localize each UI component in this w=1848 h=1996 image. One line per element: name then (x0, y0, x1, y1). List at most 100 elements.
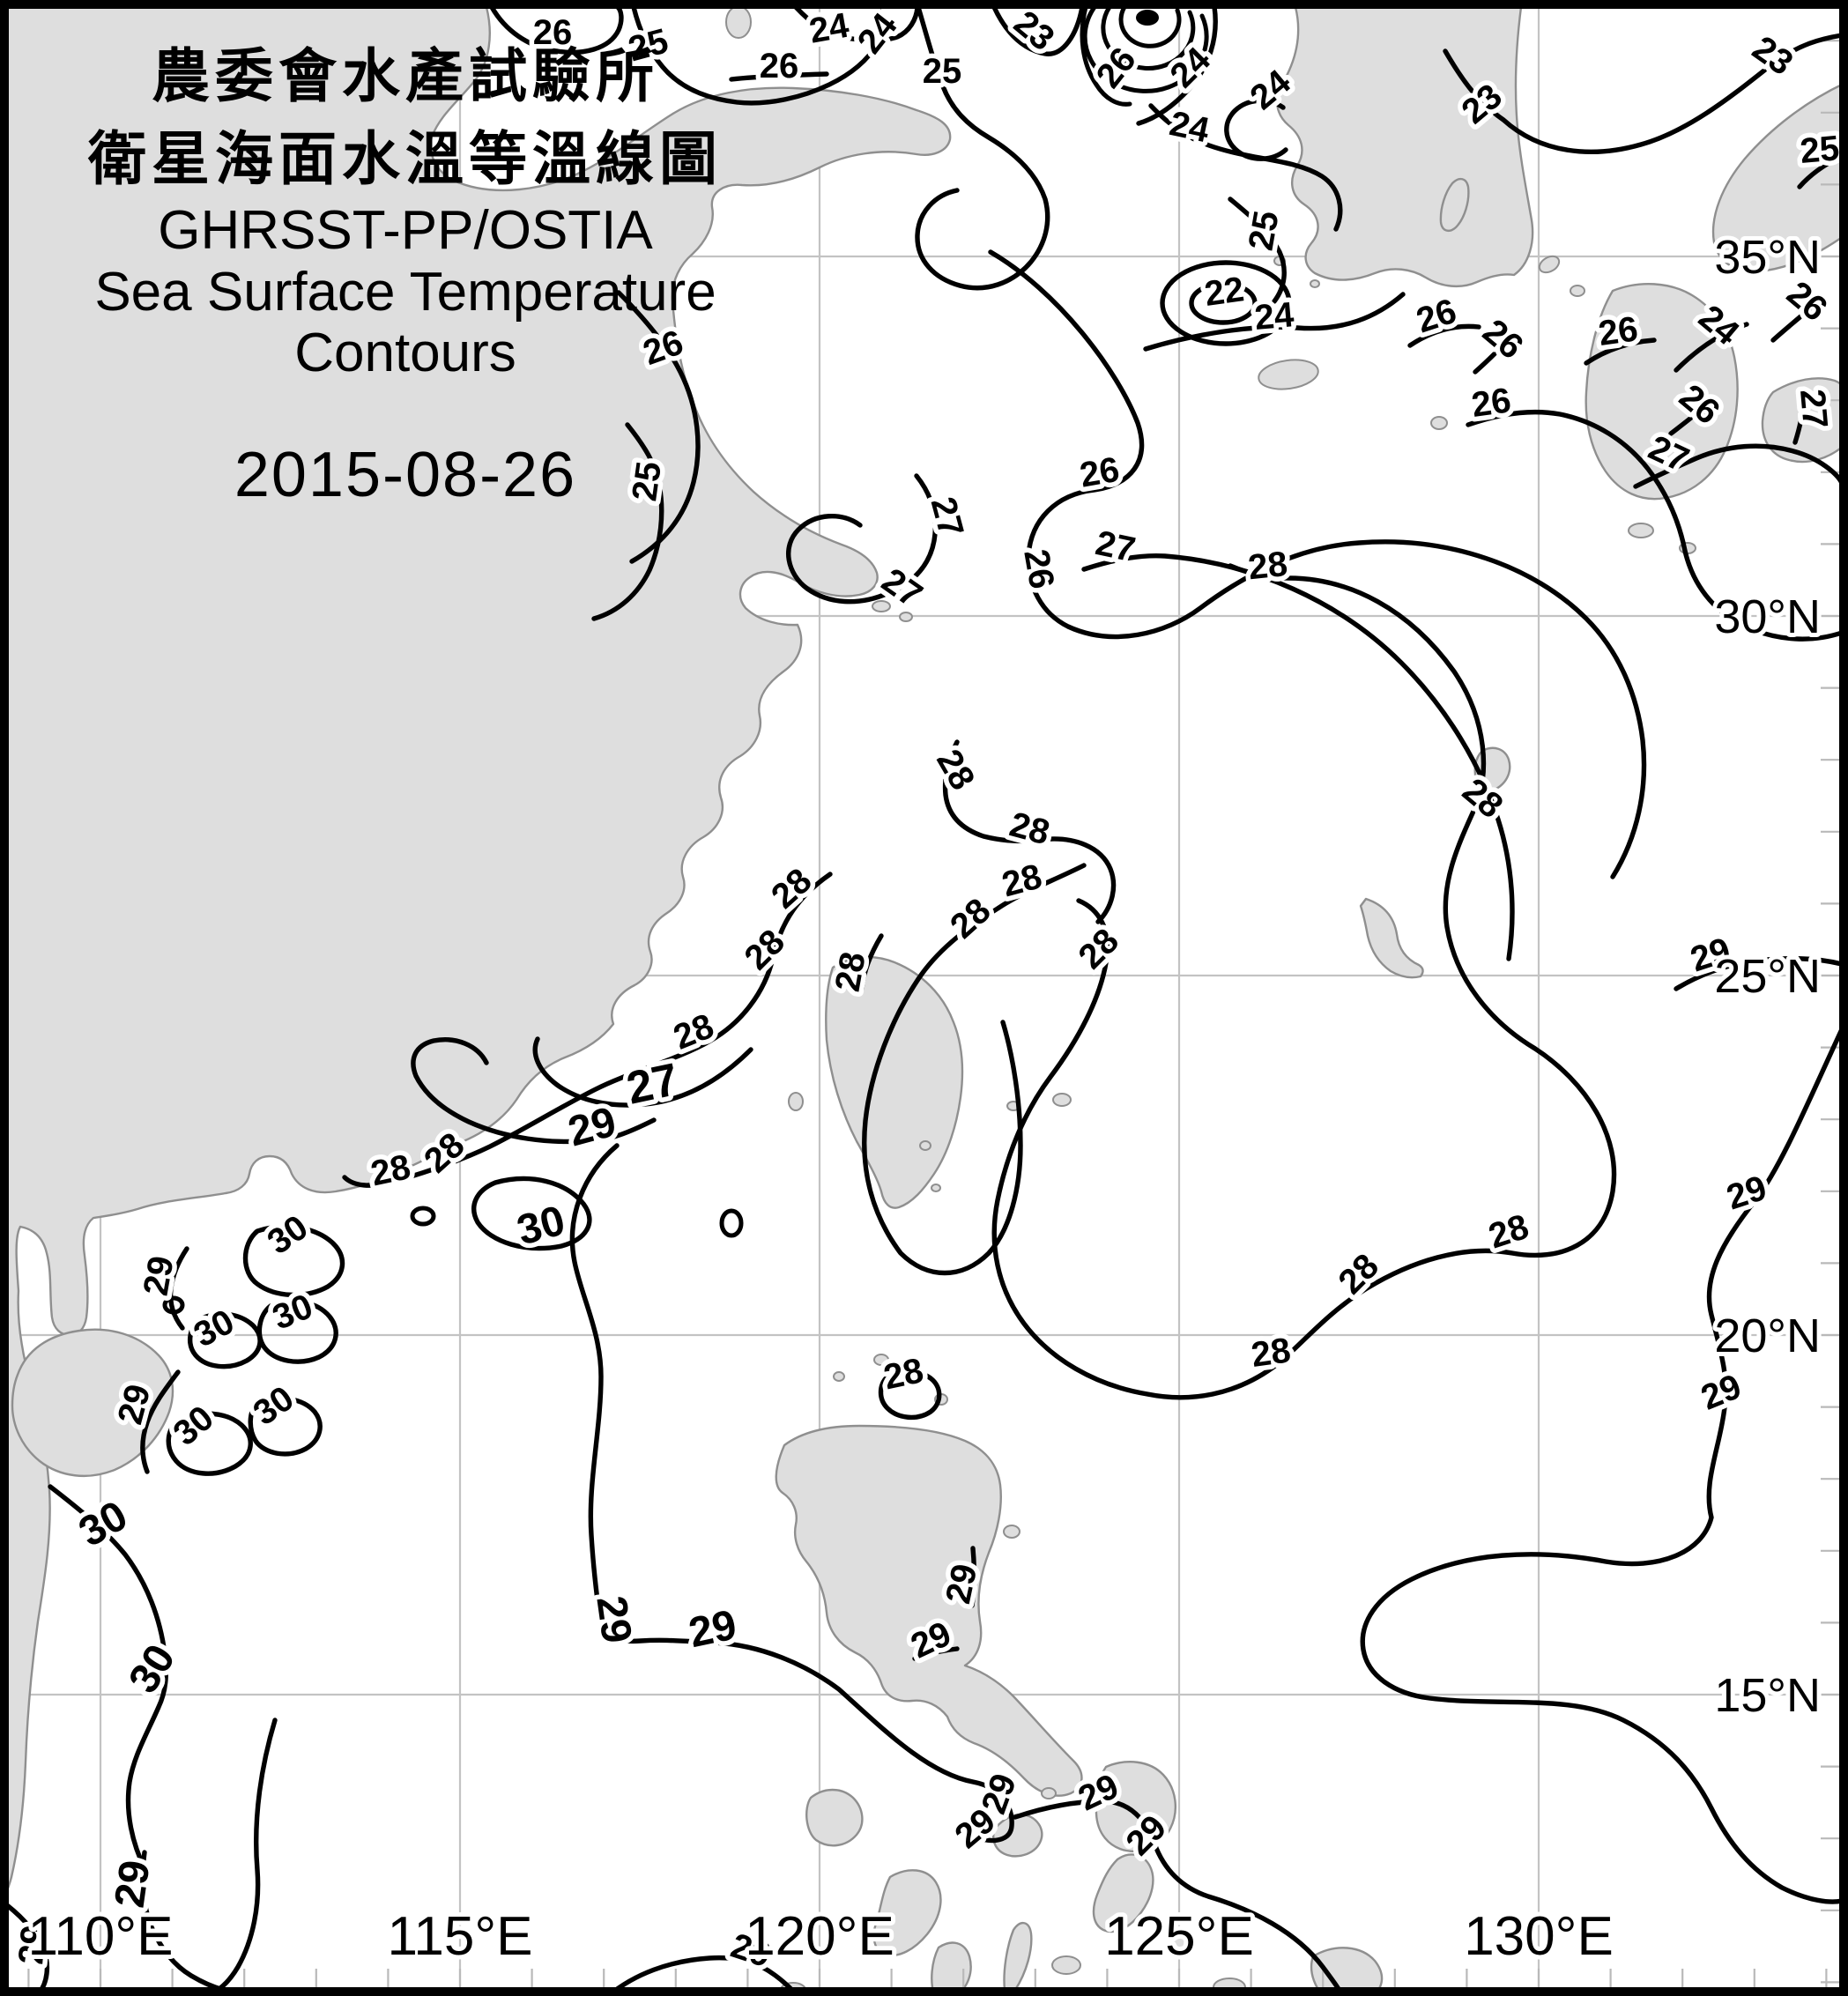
landmass-honshu (1711, 82, 1845, 273)
contour-30 (48, 1484, 168, 1873)
contour-28 (859, 933, 884, 991)
latitude-label: 20°N (1714, 1310, 1821, 1362)
contour-27 (532, 1036, 753, 1108)
contour-30-loop (242, 1224, 345, 1298)
contour-label: 25 (1242, 208, 1287, 253)
contour-label: 25 (923, 52, 962, 91)
contour-label: 26 (1412, 292, 1461, 341)
islet (1430, 416, 1448, 430)
contour-29 (140, 1369, 181, 1474)
contour-micro-loop (410, 1206, 436, 1227)
contour-29-long (569, 1143, 1014, 1844)
longitude-label: 130°E (1464, 1906, 1614, 1967)
island-negros (931, 1941, 972, 1996)
contour-25 (631, 4, 884, 106)
contour-30-loop (166, 1411, 253, 1476)
contour-28 (942, 739, 1117, 924)
contour-label: 28 (929, 743, 982, 797)
contour-label: 30 (71, 1492, 136, 1556)
islet (1628, 523, 1654, 538)
contour-23 (1443, 33, 1844, 154)
island-okinawa (1359, 897, 1424, 979)
contour-label: 23 (1746, 29, 1800, 84)
island-cebu (1003, 1922, 1033, 1992)
contour-layer (4, 4, 1844, 1996)
island-hainan (11, 1328, 174, 1478)
contour-26 (1466, 409, 1844, 642)
contour-label: 22 (1202, 270, 1246, 314)
contour-30-loop (188, 1311, 263, 1369)
contour-label: 29 (939, 1561, 984, 1607)
contour-label: 28 (668, 1006, 719, 1057)
contour-label: 28 (367, 1147, 414, 1193)
contour-26 (729, 71, 829, 82)
island-mindoro (805, 1788, 864, 1847)
contour-24 (1674, 322, 1749, 373)
contour-label: 28 (998, 857, 1045, 904)
contour-label: 29 (107, 1858, 160, 1911)
tick-layer (27, 40, 1840, 1988)
islet-bohol (1051, 1955, 1081, 1975)
island-taiwan (825, 955, 964, 1209)
contour-label: 29 (11, 1924, 54, 1966)
contour-29 (1013, 1799, 1345, 1996)
contour-29 (912, 1646, 960, 1661)
contour-label: 26 (533, 13, 573, 52)
island-mindanao-tip (1310, 1947, 1384, 1996)
contour-label: 28 (1246, 545, 1289, 587)
contour-label: 26 (1596, 309, 1640, 353)
islet-zhoushan (872, 600, 891, 612)
landmass-korea (1275, 5, 1534, 288)
contour-label: 23 (1006, 4, 1061, 58)
contour-label: 28 (828, 949, 873, 994)
contour-label: 30 (166, 1399, 220, 1453)
contour-28 (862, 863, 1087, 1276)
contour-27 (1633, 443, 1844, 489)
contour-29 (140, 1850, 242, 1996)
contour-29 (1674, 955, 1844, 991)
contour-label: 28 (764, 861, 820, 916)
island-panay (872, 1869, 942, 1957)
contour-26 (616, 290, 701, 564)
island-leyte (1092, 1853, 1154, 1933)
contour-label: 29 (685, 1601, 740, 1657)
title-block: 農委會水產試驗所 衛星海面水溫等溫線圖 GHRSST-PP/OSTIA Sea … (53, 35, 758, 511)
contour-26 (1080, 4, 1132, 107)
contour-label: 24 (806, 6, 852, 51)
title-zh-line2: 衛星海面水溫等溫線圖 (88, 125, 723, 191)
latitude-label: 30°N (1714, 590, 1821, 643)
contour-29 (411, 1037, 657, 1145)
islet (1570, 285, 1585, 297)
contour-eye-core (1136, 10, 1159, 26)
contour-29 (969, 1546, 977, 1608)
contour-30-loop (256, 1299, 338, 1364)
contour-25 (915, 4, 1050, 291)
contour-24 (1143, 292, 1406, 352)
contour-label: 30 (120, 1636, 184, 1701)
contour-29 (200, 1718, 278, 1996)
contour-label: 29 (587, 1593, 640, 1646)
contour-label: 30 (188, 1302, 241, 1355)
contour-26 (1668, 398, 1714, 436)
contour-label: 26 (1475, 312, 1530, 367)
title-product: GHRSST-PP/OSTIA (158, 200, 653, 262)
contour-micro-loop (719, 1208, 744, 1238)
contour-eye-ring (1101, 4, 1196, 70)
islet (919, 1140, 931, 1151)
land-layer (5, 5, 1846, 1996)
contour-label: 28 (1072, 922, 1127, 977)
contour-eye-ring (1118, 4, 1182, 48)
contour-24 (793, 4, 920, 43)
contour-label: 27 (622, 1054, 683, 1115)
contour-25 (1797, 154, 1843, 189)
grid-label-layer: 110°E 115°E 120°E 125°E 130°E 35°N 30°N 25°N 20°… (24, 226, 1826, 1971)
contour-28-main-loop (991, 563, 1617, 1400)
contour-26 (1770, 295, 1825, 343)
contour-28-coastal (342, 872, 833, 1188)
title-zh-line1: 農委會水產試驗所 (152, 43, 659, 108)
islet-penghu (788, 1092, 804, 1111)
contour-label: 30 (247, 1379, 301, 1434)
islet (1041, 1787, 1057, 1799)
contour-label: 29 (1722, 1169, 1771, 1218)
